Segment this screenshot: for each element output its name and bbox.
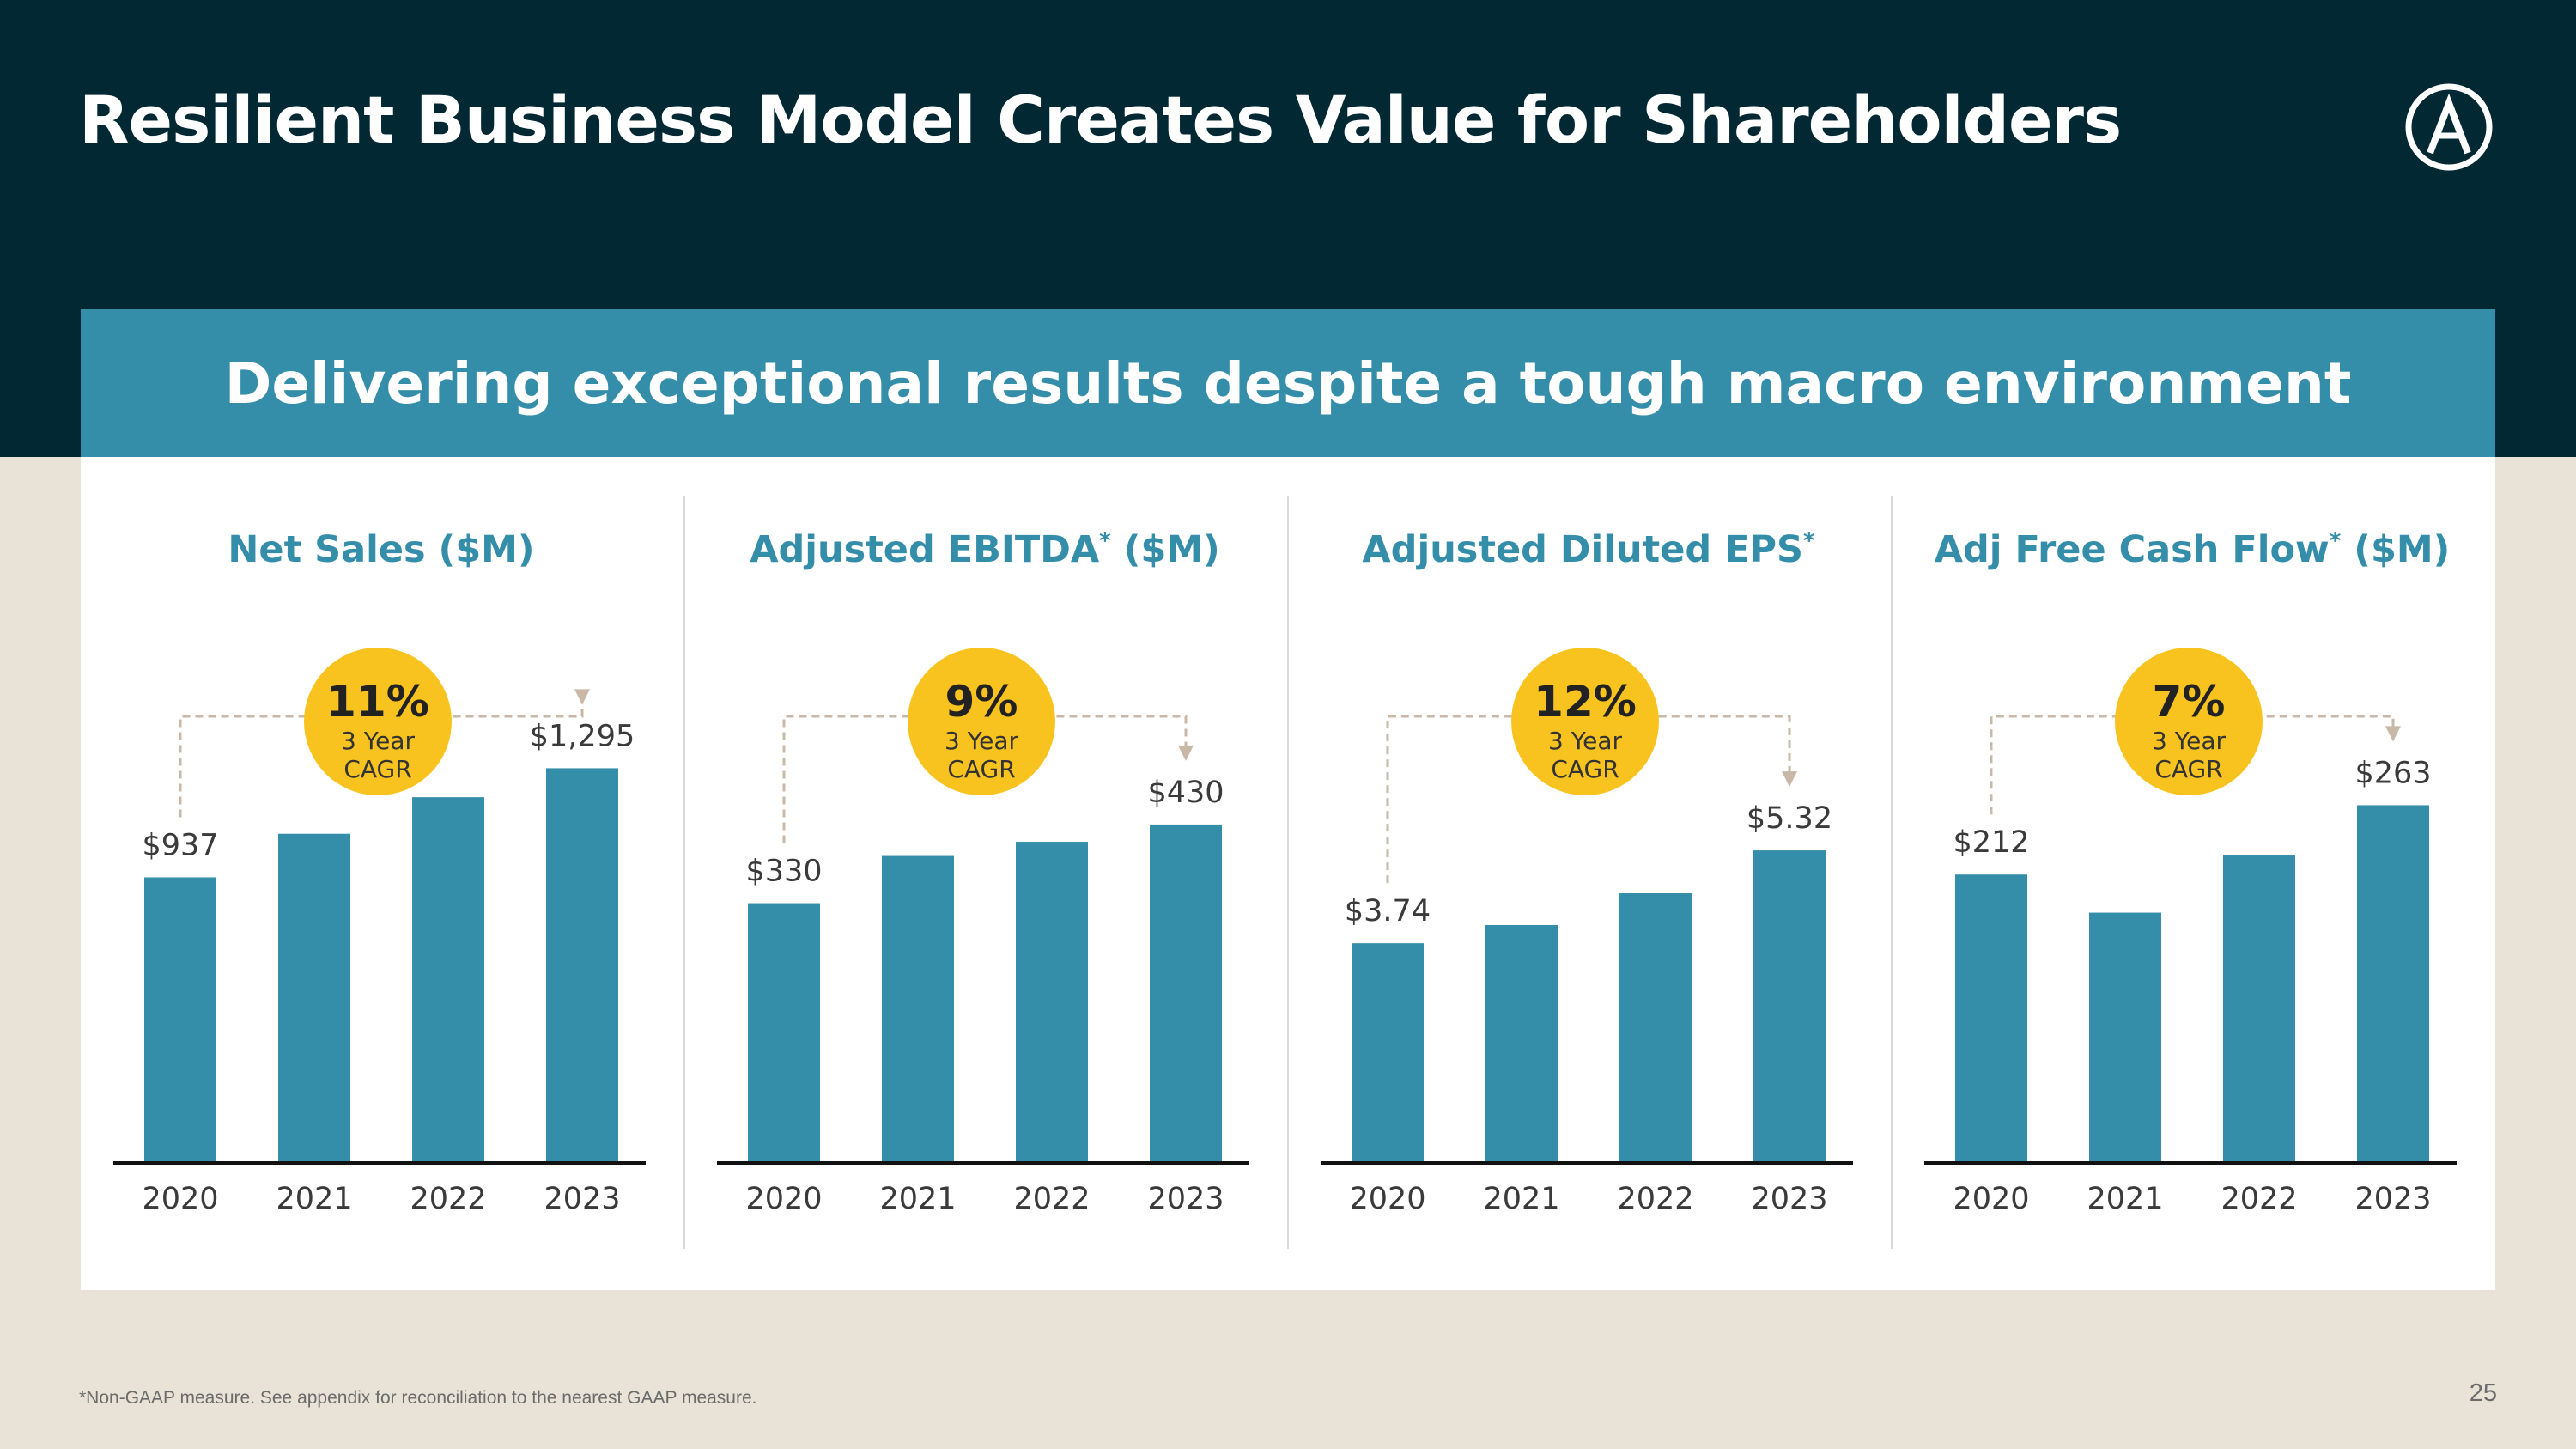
x-tick-label: 2020 [745,1182,822,1216]
bar-2020 [748,903,820,1163]
cagr-label-line1: 3 Year [945,727,1018,755]
cagr-value: 7% [2153,677,2226,727]
bar-2023 [1150,824,1222,1163]
chart-2: Adjusted EBITDA* ($M) 2020 $330 2021 2022 202… [683,496,1249,1249]
bar-2023 [1753,850,1826,1163]
cagr-label-line2: CAGR [2154,755,2222,783]
x-tick-label: 2020 [142,1182,218,1216]
x-tick-label: 2022 [1617,1182,1693,1216]
cagr-label-line1: 3 Year [2152,727,2226,755]
bar-2023 [2357,805,2429,1163]
x-tick-label: 2022 [2221,1182,2297,1216]
bar-2020 [1352,943,1424,1163]
cagr-arrow-icon [1782,771,1797,788]
footnote: *Non-GAAP measure. See appendix for reco… [79,1388,757,1408]
data-label: $3.74 [1345,894,1431,928]
bar-2021 [882,855,954,1163]
cagr-badge [1511,648,1659,795]
x-tick-label: 2020 [1349,1182,1425,1216]
page-title: Resilient Business Model Creates Value f… [79,82,2122,158]
charts-svg: Net Sales ($M) 2020 $937 2021 2022 2023 $1,295… [113,496,2457,1249]
cagr-arrow-icon [1178,745,1194,761]
data-label: $5.32 [1747,801,1832,836]
bar-2023 [546,768,618,1163]
cagr-value: 11% [326,677,429,727]
x-tick-label: 2021 [879,1182,956,1216]
x-tick-label: 2023 [544,1182,620,1216]
bar-2021 [1485,924,1558,1163]
cagr-value: 9% [945,677,1018,727]
cagr-badge [304,648,452,795]
bar-2022 [412,797,484,1163]
cagr-label-line2: CAGR [343,755,411,783]
x-tick-label: 2022 [410,1182,486,1216]
x-tick-label: 2023 [1751,1182,1827,1216]
cagr-arrow-icon [574,689,590,705]
bar-2020 [144,877,216,1163]
bar-2022 [1016,842,1088,1163]
bar-2020 [1955,874,2027,1163]
chart-1: Net Sales ($M) 2020 $937 2021 2022 2023 $1,295… [113,528,646,1216]
chart-title: Adjusted EBITDA* ($M) [750,528,1220,571]
bar-2022 [1619,893,1692,1163]
bar-2021 [2089,912,2161,1163]
cagr-label-line1: 3 Year [1548,727,1622,755]
x-tick-label: 2021 [1483,1182,1559,1216]
headline-banner: Delivering exceptional results despite a… [81,309,2495,457]
data-label: $430 [1147,776,1224,810]
cagr-label-line2: CAGR [1551,755,1619,783]
cagr-badge [2115,648,2263,795]
cagr-label-line1: 3 Year [341,727,415,755]
page-number: 25 [2469,1379,2497,1407]
x-tick-label: 2023 [2354,1182,2431,1216]
x-tick-label: 2022 [1013,1182,1090,1216]
cagr-label-line2: CAGR [947,755,1015,783]
data-label: $937 [142,828,218,862]
company-logo-icon [2405,83,2493,171]
data-label: $212 [1953,825,2029,860]
cagr-value: 12% [1534,677,1637,727]
banner-text: Delivering exceptional results despite a… [224,350,2352,417]
bar-2021 [278,833,350,1163]
x-tick-label: 2020 [1953,1182,2029,1216]
x-tick-label: 2021 [276,1182,352,1216]
cagr-badge [908,648,1055,795]
chart-3: Adjusted Diluted EPS* 2020 $3.74 2021 2022 20… [1287,496,1853,1249]
bar-2022 [2223,855,2295,1163]
data-label: $330 [745,855,822,889]
chart-4: Adj Free Cash Flow* ($M) 2020 $212 2021 2022… [1891,496,2457,1249]
chart-title: Net Sales ($M) [228,528,534,571]
data-label: $1,295 [530,719,635,753]
charts-panel: Net Sales ($M) 2020 $937 2021 2022 2023 $1,295… [81,457,2495,1290]
x-tick-label: 2023 [1147,1182,1224,1216]
chart-title: Adjusted Diluted EPS* [1362,528,1815,571]
x-tick-label: 2021 [2087,1182,2163,1216]
chart-title: Adj Free Cash Flow* ($M) [1935,528,2451,571]
data-label: $263 [2354,756,2431,790]
cagr-arrow-icon [2385,726,2401,742]
